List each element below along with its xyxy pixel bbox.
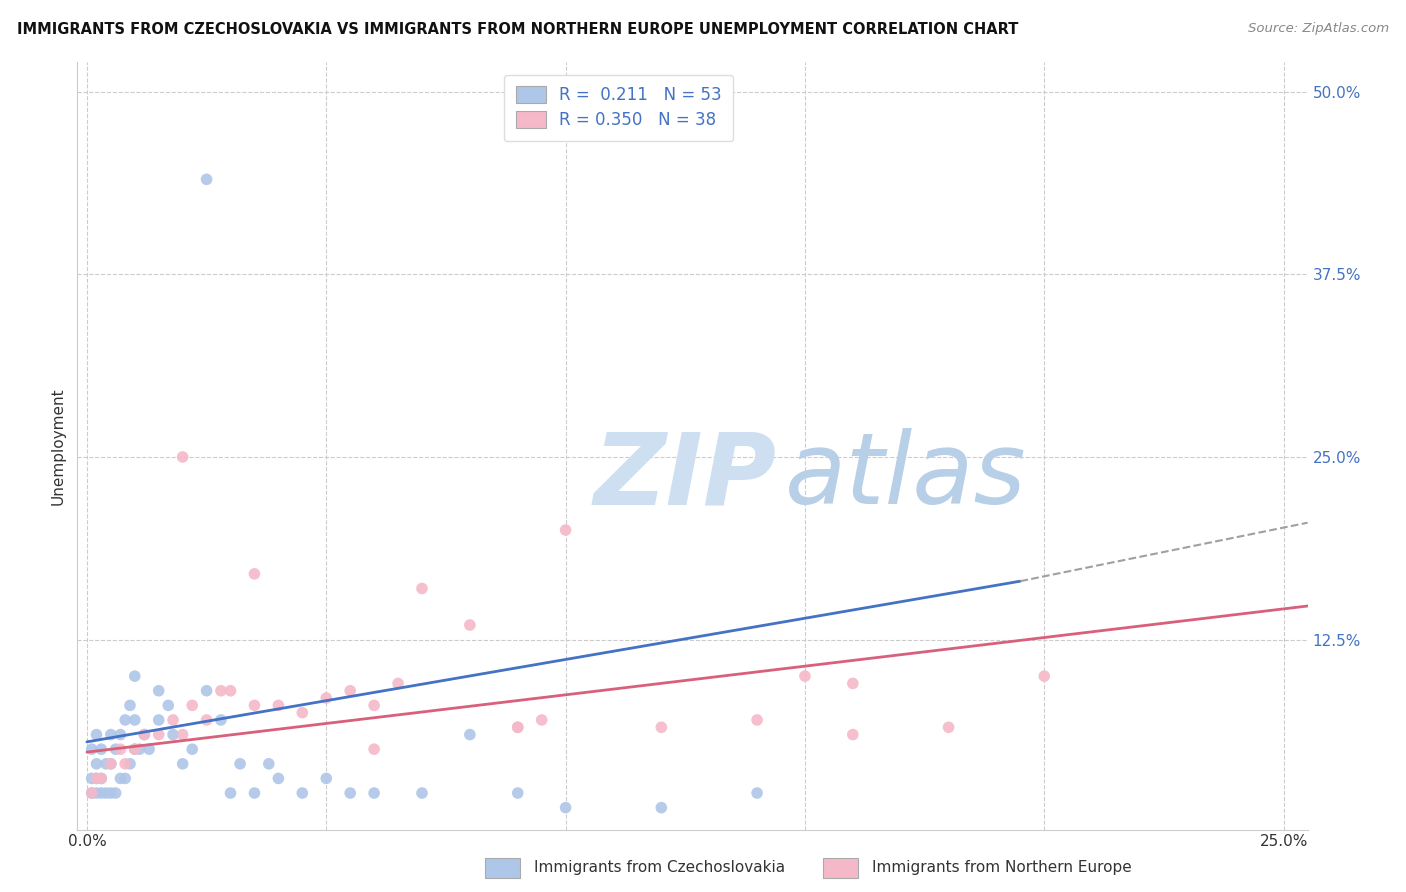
Point [90, 786, 112, 800]
Point [80, 742, 103, 756]
Point [291, 786, 314, 800]
Point [650, 800, 672, 814]
Point [650, 720, 672, 734]
Text: Immigrants from Czechoslovakia: Immigrants from Czechoslovakia [534, 860, 786, 874]
Point [124, 669, 146, 683]
Point [162, 713, 184, 727]
Point [458, 728, 481, 742]
Point [387, 676, 409, 690]
Point [363, 742, 385, 756]
Point [100, 756, 122, 771]
Point [172, 756, 194, 771]
Point [104, 742, 127, 756]
Point [209, 713, 232, 727]
Point [243, 698, 266, 713]
Point [80, 786, 103, 800]
Point [90, 772, 112, 786]
Point [267, 772, 290, 786]
Point [229, 756, 252, 771]
Point [124, 713, 146, 727]
Point [842, 728, 865, 742]
Point [411, 582, 433, 596]
Point [86, 786, 108, 800]
Legend: R =  0.211   N = 53, R = 0.350   N = 38: R = 0.211 N = 53, R = 0.350 N = 38 [503, 75, 734, 141]
Point [938, 720, 960, 734]
Text: Source: ZipAtlas.com: Source: ZipAtlas.com [1249, 22, 1389, 36]
Point [1033, 669, 1056, 683]
Point [257, 756, 280, 771]
Point [100, 756, 122, 771]
Text: atlas: atlas [785, 428, 1026, 525]
Point [267, 698, 290, 713]
Point [554, 800, 576, 814]
Point [181, 742, 204, 756]
Point [94, 786, 117, 800]
Point [110, 742, 132, 756]
Text: IMMIGRANTS FROM CZECHOSLOVAKIA VS IMMIGRANTS FROM NORTHERN EUROPE UNEMPLOYMENT C: IMMIGRANTS FROM CZECHOSLOVAKIA VS IMMIGR… [17, 22, 1018, 37]
Point [148, 728, 170, 742]
Point [86, 728, 108, 742]
Point [745, 713, 768, 727]
Point [110, 728, 132, 742]
Point [80, 786, 103, 800]
Point [110, 772, 132, 786]
Point [148, 683, 170, 698]
Point [458, 618, 481, 632]
Point [315, 772, 337, 786]
Y-axis label: Unemployment: Unemployment [51, 387, 66, 505]
Point [128, 742, 150, 756]
Point [506, 786, 529, 800]
Point [118, 756, 141, 771]
Point [339, 683, 361, 698]
Point [86, 772, 108, 786]
Point [90, 742, 112, 756]
Point [339, 786, 361, 800]
Point [138, 742, 160, 756]
Point [363, 786, 385, 800]
Point [219, 683, 242, 698]
Point [530, 713, 553, 727]
Point [172, 450, 194, 464]
Point [86, 756, 108, 771]
Point [157, 698, 180, 713]
Point [104, 786, 127, 800]
Point [291, 706, 314, 720]
Point [162, 728, 184, 742]
Point [134, 728, 156, 742]
Point [114, 713, 136, 727]
Point [243, 786, 266, 800]
Point [554, 523, 576, 537]
Point [86, 772, 108, 786]
Point [172, 728, 194, 742]
Text: Immigrants from Northern Europe: Immigrants from Northern Europe [872, 860, 1132, 874]
Point [124, 742, 146, 756]
Point [181, 698, 204, 713]
Point [195, 713, 218, 727]
Point [118, 698, 141, 713]
Point [506, 720, 529, 734]
Point [100, 786, 122, 800]
Point [363, 698, 385, 713]
Point [506, 720, 529, 734]
Point [124, 742, 146, 756]
Point [219, 786, 242, 800]
Point [794, 669, 817, 683]
Point [114, 772, 136, 786]
Point [745, 786, 768, 800]
Point [100, 728, 122, 742]
Point [134, 728, 156, 742]
Point [195, 683, 218, 698]
Point [842, 676, 865, 690]
Text: ZIP: ZIP [595, 428, 778, 525]
Point [411, 786, 433, 800]
Point [94, 756, 117, 771]
Point [148, 713, 170, 727]
Point [195, 172, 218, 186]
Point [209, 683, 232, 698]
Point [114, 756, 136, 771]
Point [80, 772, 103, 786]
Point [90, 772, 112, 786]
Point [243, 566, 266, 581]
Point [315, 691, 337, 706]
